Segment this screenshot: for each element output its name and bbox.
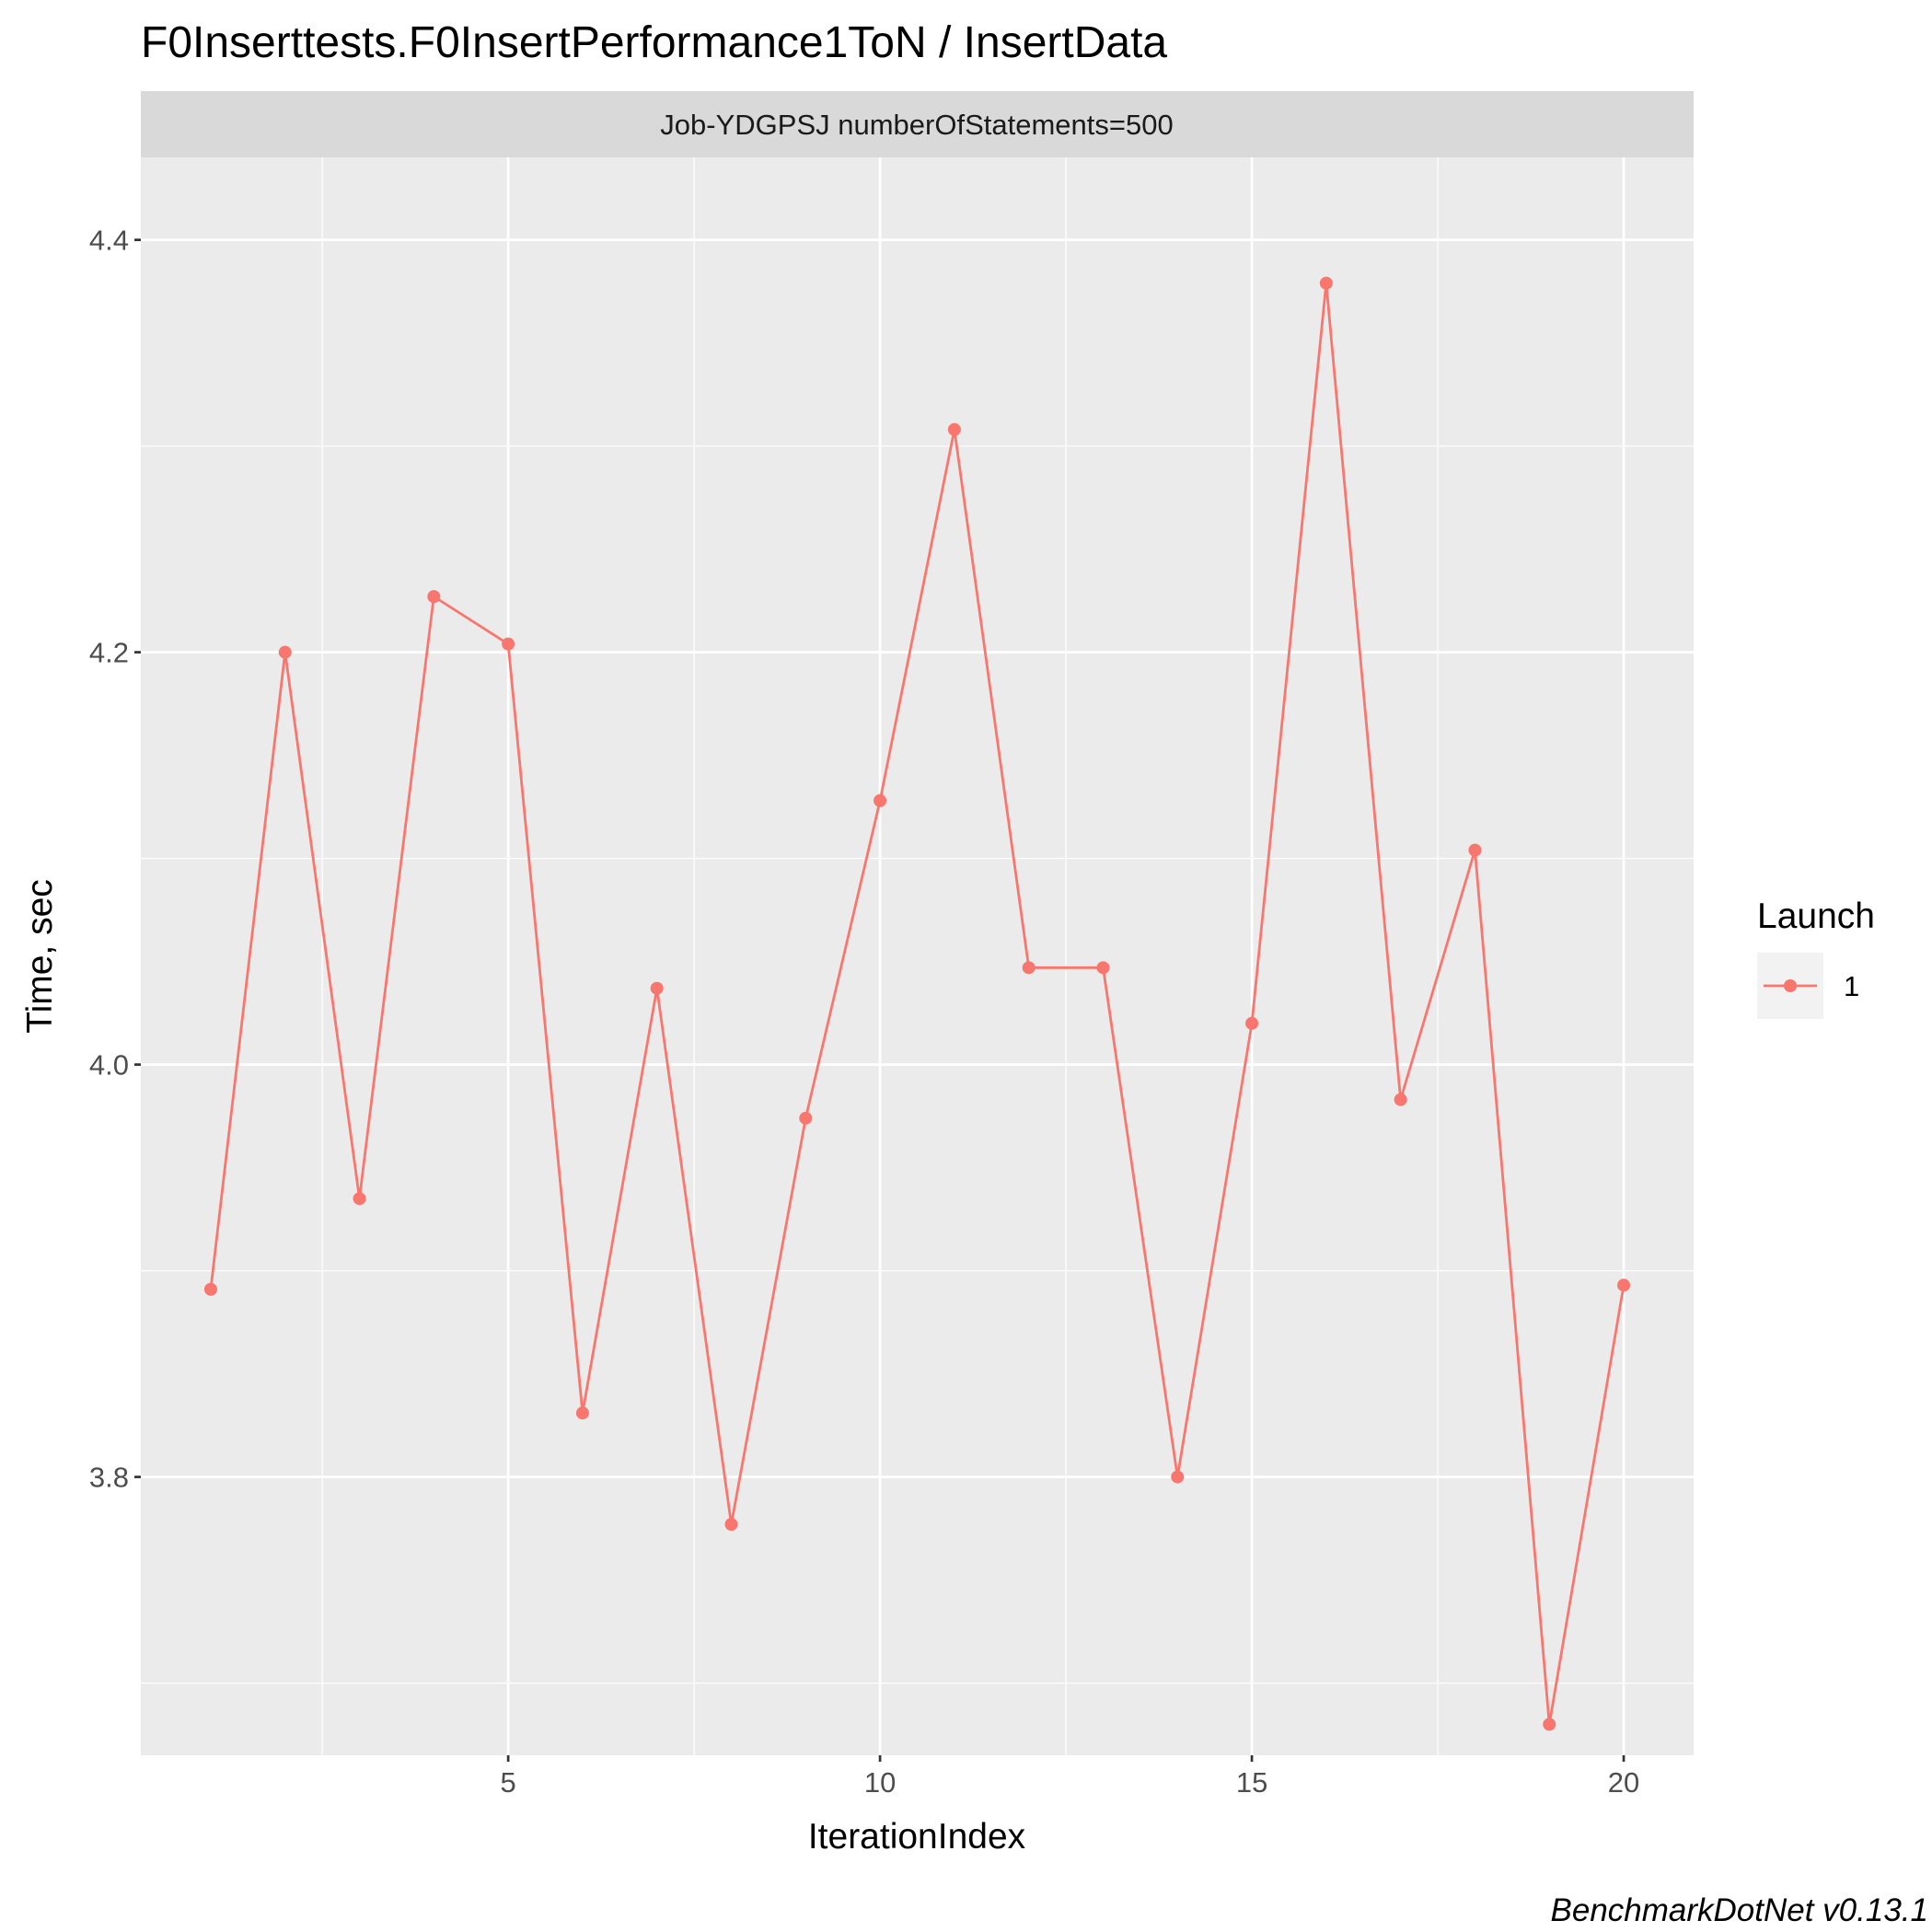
data-point: [353, 1192, 366, 1206]
data-point: [724, 1518, 738, 1532]
x-axis: 5 10 15 20: [501, 1755, 1639, 1799]
data-point: [575, 1406, 589, 1420]
legend-label: 1: [1844, 970, 1859, 1002]
data-point: [1022, 961, 1035, 975]
data-point: [1543, 1718, 1556, 1731]
data-point: [278, 645, 292, 659]
data-point: [1394, 1093, 1407, 1106]
facet-label: Job-YDGPSJ numberOfStatements=500: [660, 109, 1173, 141]
legend-title: Launch: [1757, 897, 1875, 936]
data-point: [1171, 1470, 1185, 1484]
y-tick-label: 4.4: [89, 225, 129, 257]
plot-panel: [141, 157, 1694, 1755]
y-tick-label: 4.0: [89, 1049, 129, 1082]
x-tick-label: 10: [864, 1766, 896, 1799]
data-point: [650, 981, 664, 995]
caption: BenchmarkDotNet v0.13.1: [1551, 1892, 1928, 1928]
data-point: [1245, 1016, 1259, 1030]
chart-title: F0Inserttests.F0InsertPerformance1ToN / …: [141, 18, 1167, 67]
data-point: [203, 1282, 217, 1296]
data-point: [502, 637, 515, 651]
facet-strip: [141, 91, 1694, 157]
y-tick-label: 3.8: [89, 1462, 129, 1494]
x-tick-label: 15: [1236, 1766, 1267, 1799]
data-point: [799, 1111, 813, 1125]
y-tick-label: 4.2: [89, 637, 129, 669]
x-tick-label: 20: [1608, 1766, 1639, 1799]
data-point: [1096, 961, 1110, 975]
data-point: [1617, 1278, 1631, 1292]
data-point: [1468, 843, 1482, 857]
x-axis-title: IterationIndex: [808, 1817, 1026, 1857]
major-gridlines: [141, 157, 1694, 1755]
x-tick-label: 5: [501, 1766, 516, 1799]
data-point: [873, 793, 887, 807]
series-line: [209, 282, 1625, 1726]
data-point: [947, 422, 961, 436]
y-axis-title: Time, sec: [20, 879, 60, 1034]
legend: Launch 1: [1757, 897, 1875, 1019]
minor-gridlines: [141, 157, 1694, 1755]
data-point: [427, 590, 441, 604]
y-axis: 3.8 4.0 4.2 4.4: [89, 225, 141, 1494]
data-point: [1319, 276, 1333, 290]
series-layer: [203, 276, 1631, 1731]
legend-key-point: [1784, 979, 1797, 992]
